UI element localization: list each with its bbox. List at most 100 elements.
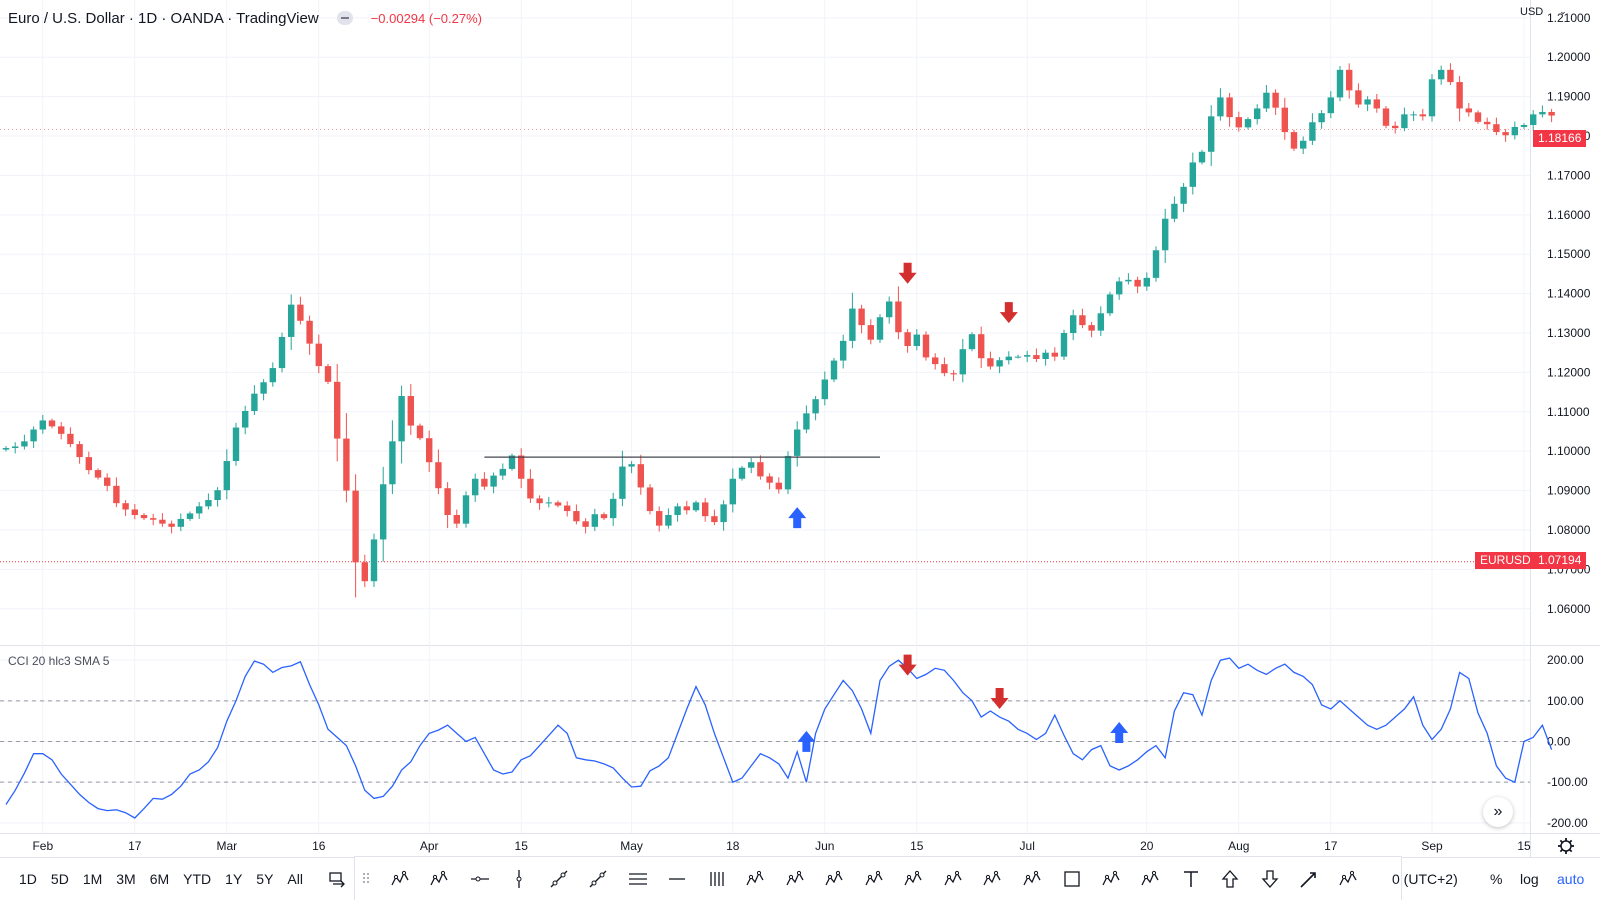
- elliott-wave-icon[interactable]: [816, 859, 856, 899]
- date-range-icon[interactable]: [1132, 859, 1172, 899]
- trend-line-extended-icon[interactable]: [539, 859, 579, 899]
- timeframe-3m[interactable]: 3M: [116, 870, 136, 887]
- log-toggle[interactable]: log: [1520, 857, 1539, 900]
- horizontal-lines-icon[interactable]: [618, 859, 658, 899]
- timeframe-1m[interactable]: 1M: [82, 870, 103, 887]
- candle: [58, 422, 65, 440]
- candle-body: [242, 411, 249, 428]
- candle: [564, 501, 571, 517]
- candle: [343, 413, 350, 503]
- candle: [1143, 272, 1150, 291]
- candles-pattern-icon[interactable]: [737, 859, 777, 899]
- currency-selector[interactable]: USD ⌄: [1520, 6, 1567, 18]
- candle-body: [1244, 119, 1252, 128]
- candle: [159, 513, 166, 527]
- candle-body: [398, 396, 405, 442]
- candle-body: [1290, 132, 1298, 149]
- percent-toggle[interactable]: %: [1490, 857, 1502, 900]
- price-range-icon[interactable]: [1092, 859, 1132, 899]
- timeframe-5d[interactable]: 5D: [50, 870, 69, 887]
- candle-body: [1033, 355, 1040, 359]
- candle: [472, 473, 479, 502]
- candle: [242, 405, 249, 435]
- candle-body: [1474, 112, 1482, 122]
- candle: [1318, 110, 1325, 129]
- candle: [1438, 65, 1445, 85]
- candle: [867, 319, 874, 345]
- candle: [950, 370, 957, 381]
- symbol-title[interactable]: Euro / U.S. Dollar · 1D · OANDA · Tradin…: [8, 9, 319, 27]
- drag-handle-icon[interactable]: [355, 859, 381, 899]
- auto-toggle[interactable]: auto: [1557, 857, 1584, 900]
- candle: [757, 455, 764, 480]
- candle: [1060, 329, 1068, 360]
- candle: [1511, 121, 1518, 140]
- vertical-lines-icon[interactable]: [697, 859, 737, 899]
- polygon-icon[interactable]: [1013, 859, 1053, 899]
- parallel-channel-icon[interactable]: [381, 859, 421, 899]
- candle-body: [656, 511, 663, 526]
- horizontal-ray-icon[interactable]: [460, 859, 500, 899]
- candle-body: [1162, 218, 1169, 251]
- candle: [426, 430, 433, 472]
- horizontal-segment-icon[interactable]: [658, 859, 698, 899]
- indicator-legend[interactable]: CCI 20 hlc3 SMA 5: [8, 654, 110, 668]
- candle-body: [536, 498, 543, 504]
- timezone-label: 0 (UTC+2): [1392, 870, 1458, 887]
- scroll-to-realtime-button[interactable]: »: [1483, 797, 1513, 827]
- candle: [1125, 273, 1132, 285]
- projection-icon[interactable]: [1329, 859, 1369, 899]
- arrow-up-icon[interactable]: [1211, 859, 1251, 899]
- arrow-down-icon[interactable]: [1250, 859, 1290, 899]
- timeframe-1d[interactable]: 1D: [19, 870, 37, 887]
- chevron-down-icon: ⌄: [1559, 6, 1567, 16]
- candle-body: [582, 521, 589, 527]
- candle: [444, 482, 451, 529]
- candle: [48, 418, 56, 429]
- timezone-button[interactable]: 0 (UTC+2): [1392, 857, 1458, 900]
- candle: [1198, 149, 1206, 165]
- candle-body: [702, 502, 709, 517]
- vertical-line-icon[interactable]: [500, 859, 540, 899]
- candle-body: [1125, 279, 1132, 282]
- head-shoulders-icon[interactable]: [934, 859, 974, 899]
- gann-fan-icon[interactable]: [776, 859, 816, 899]
- crosshair-price-badge: 1.07194: [1533, 552, 1587, 569]
- timeframe-5y[interactable]: 5Y: [256, 870, 274, 887]
- candle-body: [738, 467, 746, 479]
- candle-body: [886, 301, 893, 318]
- candle-body: [904, 332, 911, 346]
- candle-body: [1318, 113, 1325, 123]
- candle: [674, 503, 681, 522]
- arrow-icon[interactable]: [1290, 859, 1330, 899]
- time-tick-label: Jul: [1020, 839, 1035, 853]
- minimize-icon[interactable]: [336, 11, 353, 25]
- candle-body: [1254, 108, 1261, 120]
- fib-retracement-icon[interactable]: [421, 859, 461, 899]
- timeframe-6m[interactable]: 6M: [149, 870, 170, 887]
- xabcd-pattern-icon[interactable]: [895, 859, 935, 899]
- triangle-pattern-icon[interactable]: [974, 859, 1014, 899]
- candle: [794, 421, 801, 467]
- candle-body: [794, 429, 801, 456]
- candle-body: [1134, 279, 1141, 287]
- candle: [692, 500, 700, 513]
- last-price-value: 1.18166: [1538, 131, 1582, 145]
- timeframe-1y[interactable]: 1Y: [225, 870, 243, 887]
- trend-line-icon[interactable]: [579, 859, 619, 899]
- timeframe-all[interactable]: All: [287, 870, 303, 887]
- candle: [214, 487, 221, 507]
- text-icon[interactable]: [1171, 859, 1211, 899]
- candle-body: [1116, 281, 1123, 295]
- compare-icon[interactable]: [317, 859, 357, 899]
- time-tick-label: Mar: [216, 839, 237, 853]
- candle: [1226, 92, 1233, 127]
- candle: [646, 484, 654, 515]
- abcd-pattern-icon[interactable]: [855, 859, 895, 899]
- gear-icon[interactable]: [1558, 838, 1574, 854]
- timeframe-ytd[interactable]: YTD: [183, 870, 212, 887]
- rectangle-icon[interactable]: [1053, 859, 1093, 899]
- candle-body: [637, 464, 644, 488]
- candle-body: [1502, 132, 1509, 136]
